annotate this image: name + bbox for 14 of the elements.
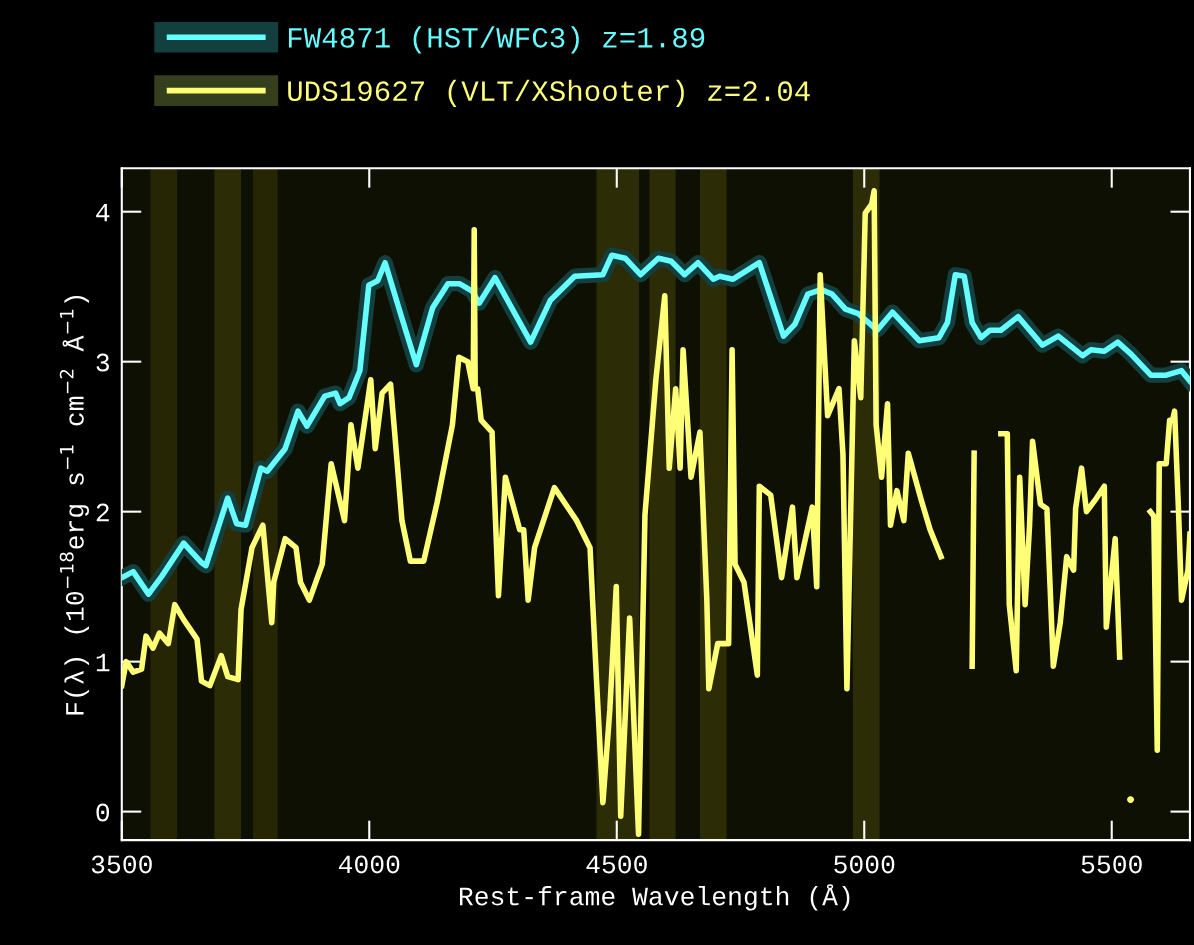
x-tick-label: 5000	[834, 855, 895, 874]
y-tick-label: 1	[96, 653, 110, 672]
x-tick-label: 5500	[1081, 855, 1142, 874]
y-tick-label: 2	[96, 503, 109, 522]
text: F(λ) (10$^{−18}$erg s$^{−1}$ cm$^{−2}$ Å$^{−1}$)	[59, 295, 90, 715]
legend-label: UDS19627 (VLT/XShooter) z=2.04	[288, 79, 810, 107]
x-axis-title: Rest-frame Wavelength (Å)	[459, 884, 850, 911]
x-tick-label: 4500	[586, 855, 647, 874]
x-tick-label: 3500	[91, 855, 152, 874]
y-tick-label: 4	[96, 203, 110, 222]
y-tick-label: 0	[96, 803, 110, 822]
x-tick-label: 4000	[338, 855, 400, 874]
legend-label: FW4871 (HST/WFC3) z=1.89	[288, 26, 705, 54]
y-tick-label: 3	[96, 353, 109, 372]
